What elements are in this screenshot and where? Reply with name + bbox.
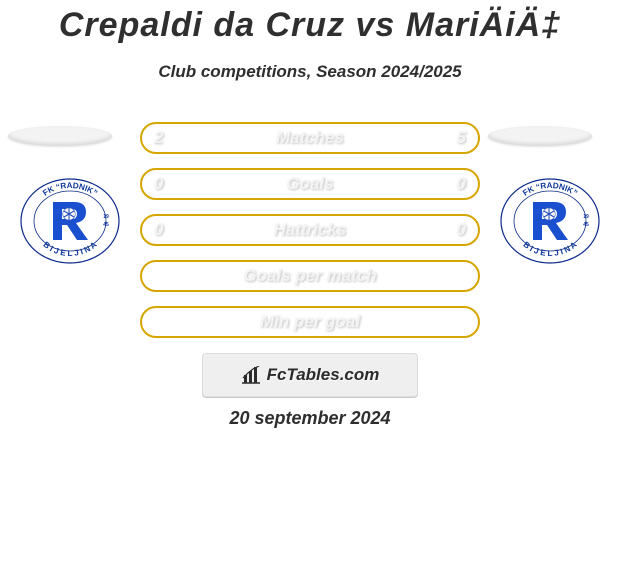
stat-label: Matches bbox=[142, 124, 478, 152]
page-title: Crepaldi da Cruz vs MariÄiÄ‡ bbox=[0, 6, 620, 45]
stat-label: Hattricks bbox=[142, 216, 478, 244]
footer-date: 20 september 2024 bbox=[0, 408, 620, 429]
svg-text:45: 45 bbox=[103, 222, 109, 228]
svg-text:19: 19 bbox=[103, 214, 109, 220]
stat-value-left: 0 bbox=[154, 170, 163, 198]
stat-row: Matches2 5 bbox=[140, 122, 480, 154]
player-left-silhouette bbox=[8, 126, 112, 146]
svg-text:45: 45 bbox=[583, 222, 589, 228]
stat-value-left: 0 bbox=[154, 216, 163, 244]
stat-row: Min per goal bbox=[140, 306, 480, 338]
stat-value-right: 5 bbox=[457, 124, 466, 152]
stat-label: Min per goal bbox=[142, 308, 478, 336]
stat-row: Goals per match bbox=[140, 260, 480, 292]
comparison-card: Crepaldi da Cruz vs MariÄiÄ‡ Club compet… bbox=[0, 0, 620, 580]
stat-row: Hattricks0 0 bbox=[140, 214, 480, 246]
stat-label: Goals bbox=[142, 170, 478, 198]
svg-text:19: 19 bbox=[583, 214, 589, 220]
stat-label: Goals per match bbox=[142, 262, 478, 290]
barchart-icon bbox=[241, 366, 261, 384]
player-right-silhouette bbox=[488, 126, 592, 146]
stat-value-left: 2 bbox=[154, 124, 163, 152]
attribution-badge: FcTables.com bbox=[202, 353, 418, 397]
club-badge-right: FK “RADNIK” B I J E L J I N A 19 45 bbox=[500, 178, 600, 264]
club-badge-left: FK “RADNIK” B I J E L J I N A 19 45 bbox=[20, 178, 120, 264]
stat-value-right: 0 bbox=[457, 216, 466, 244]
page-subtitle: Club competitions, Season 2024/2025 bbox=[0, 62, 620, 82]
stat-value-right: 0 bbox=[457, 170, 466, 198]
attribution-text: FcTables.com bbox=[267, 365, 380, 385]
stat-row: Goals0 0 bbox=[140, 168, 480, 200]
